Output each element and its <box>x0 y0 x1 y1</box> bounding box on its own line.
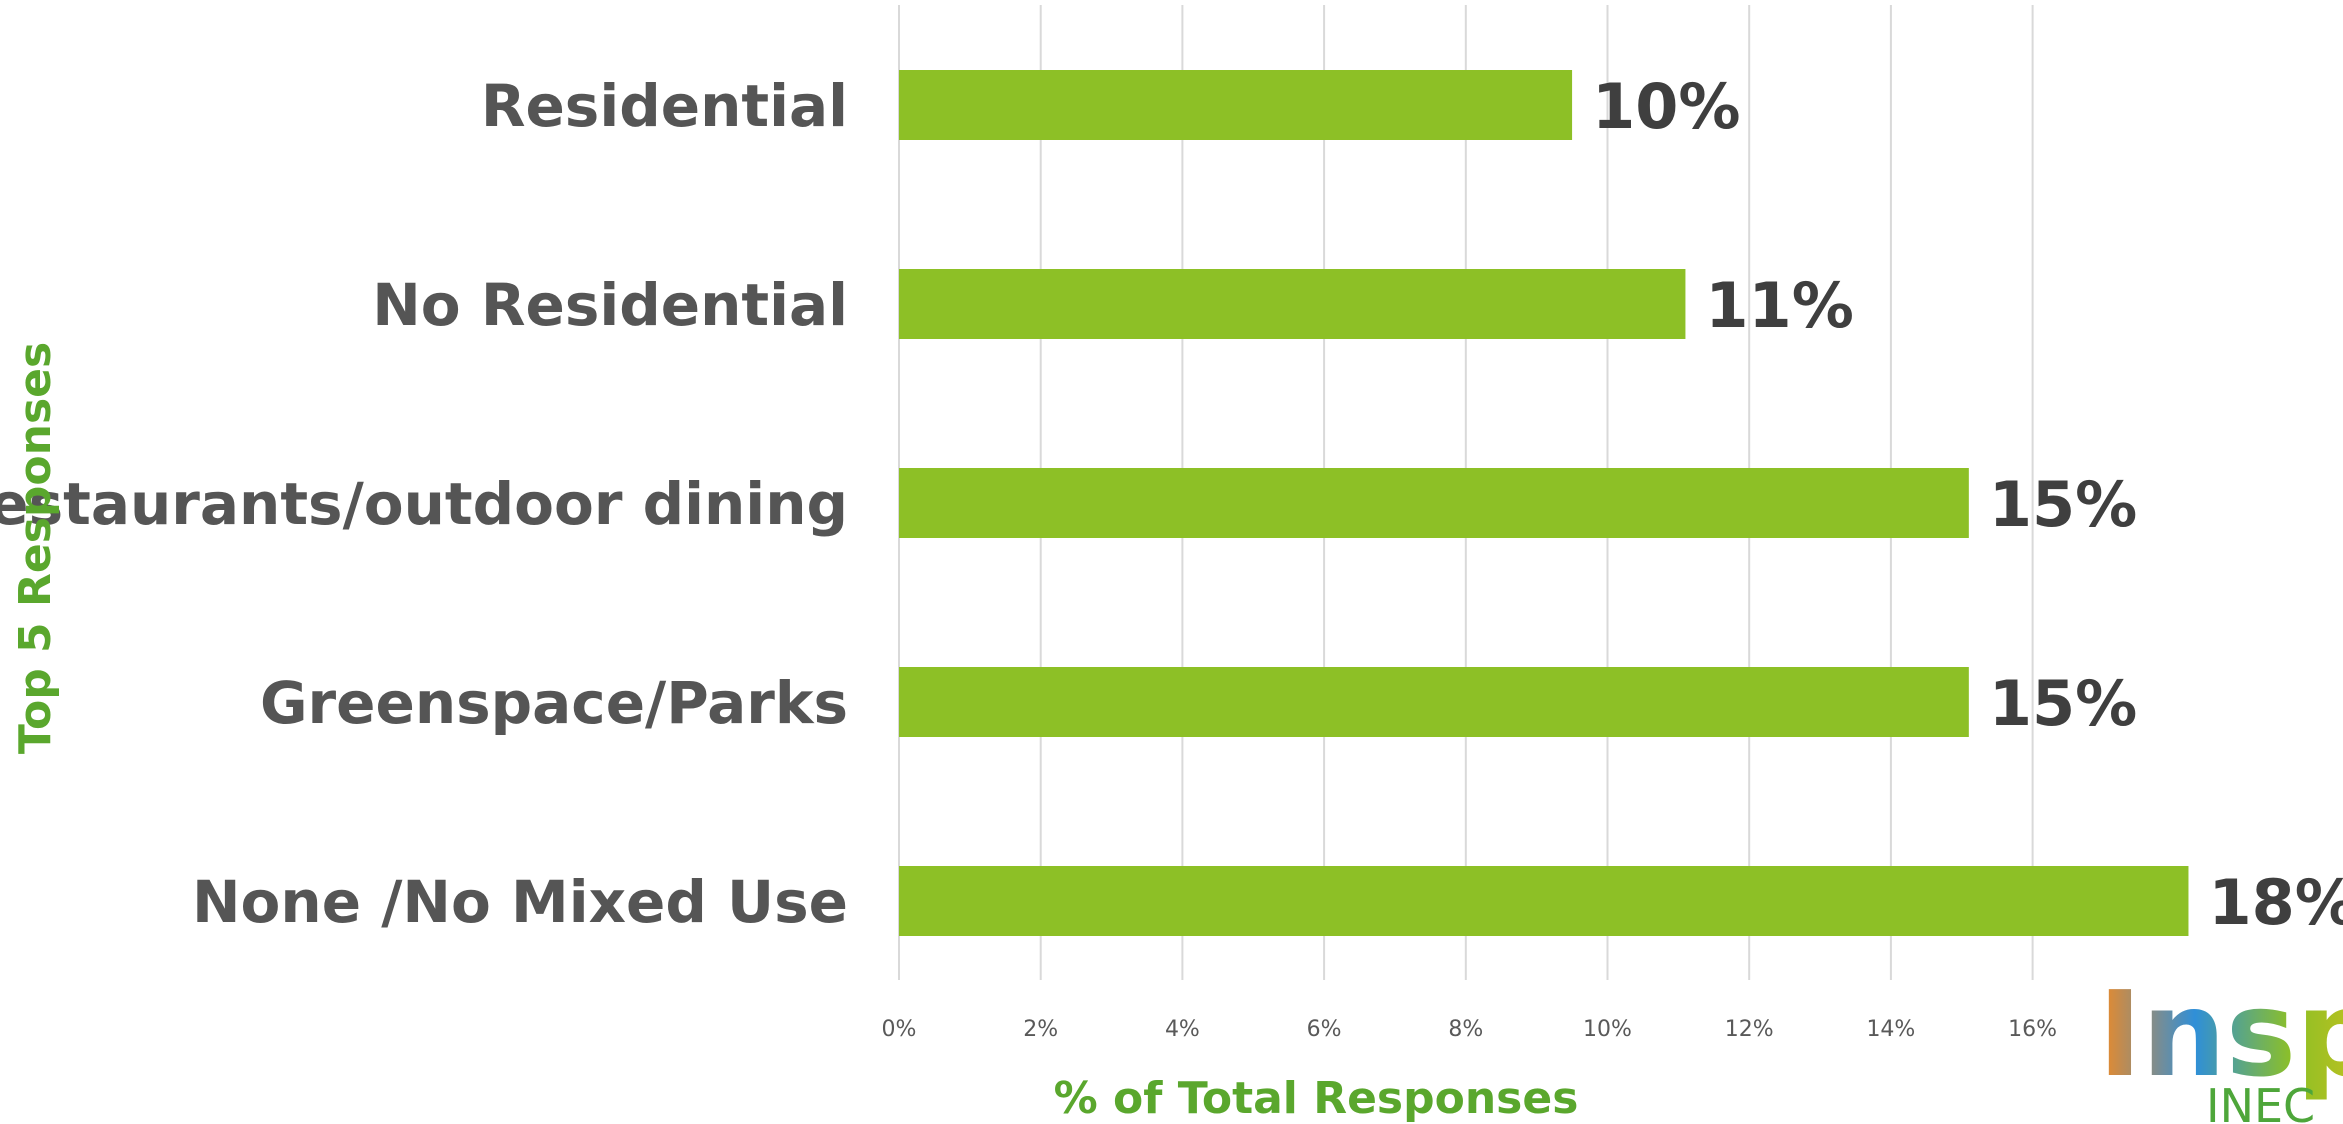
x-axis-title: % of Total Responses <box>1054 1073 1579 1124</box>
category-label: Residential <box>481 72 848 140</box>
category-label: No Residential <box>372 271 848 339</box>
x-tick-label: 4% <box>1165 1017 1200 1042</box>
x-tick-label: 16% <box>2008 1017 2057 1042</box>
category-label: Restaurants/outdoor dining <box>0 470 848 538</box>
bar <box>899 667 1969 737</box>
bar <box>899 468 1969 538</box>
data-label: 18% <box>2208 866 2343 939</box>
data-label: 15% <box>1989 667 2137 740</box>
y-axis-title: Top 5 Responses <box>10 342 61 754</box>
bar <box>899 269 1686 339</box>
data-labels: 10% 11% 15% 15% 18% <box>1592 70 2343 939</box>
data-label: 11% <box>1705 269 1853 342</box>
data-label: 15% <box>1989 468 2137 541</box>
bars-group <box>899 70 2189 936</box>
data-label: 10% <box>1592 70 1740 143</box>
category-label: Greenspace/Parks <box>260 669 848 737</box>
x-tick-label: 14% <box>1866 1017 1915 1042</box>
x-tick-label: 12% <box>1725 1017 1774 1042</box>
bar <box>899 70 1573 140</box>
logo-text: Inspi <box>2098 965 2343 1103</box>
x-tick-label: 2% <box>1023 1017 1058 1042</box>
bar <box>899 866 2189 936</box>
x-tick-label: 10% <box>1583 1017 1632 1042</box>
x-tick-label: 8% <box>1448 1017 1483 1042</box>
x-tick-label: 6% <box>1307 1017 1342 1042</box>
category-label: None /No Mixed Use <box>192 868 848 936</box>
x-axis-ticks: 0% 2% 4% 6% 8% 10% 12% 14% 16% <box>882 1017 2058 1042</box>
logo-subtext: INEC <box>2206 1079 2315 1124</box>
category-labels: Residential No Residential Restaurants/out… <box>0 72 848 936</box>
logo: Inspi INEC <box>2098 965 2343 1124</box>
x-tick-label: 0% <box>882 1017 917 1042</box>
